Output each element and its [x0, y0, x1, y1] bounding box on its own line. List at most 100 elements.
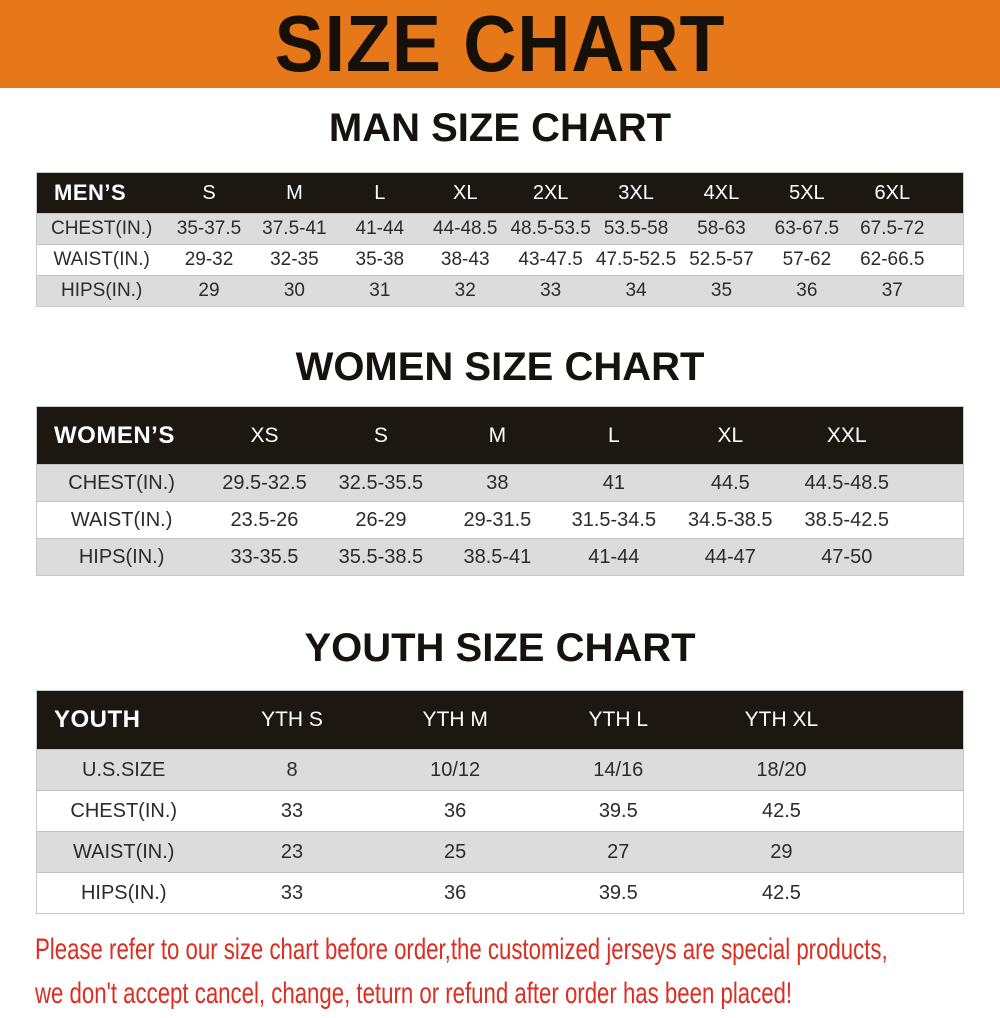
size-column-header: 5XL	[789, 181, 825, 204]
size-column-header: 3XL	[618, 181, 654, 204]
size-cell: 41-44	[355, 218, 405, 239]
size-cell: 29-32	[184, 249, 234, 270]
size-cell: 39.5	[598, 799, 638, 822]
size-column-header: M	[488, 423, 507, 447]
row-label: WAIST(IN.)	[70, 508, 173, 531]
table-row: CHEST(IN.) 33 36 39.5 42.5	[37, 790, 963, 831]
size-cell: 52.5-57	[689, 249, 754, 270]
row-label: WAIST(IN.)	[72, 840, 175, 863]
size-cell: 62-66.5	[860, 249, 925, 270]
size-cell: 14/16	[593, 758, 644, 781]
size-cell: 44-48.5	[433, 218, 498, 239]
size-cell: 33	[280, 799, 304, 822]
men-table-header-row: MEN’S S M L XL 2XL 3XL 4XL 5XL 6XL	[37, 173, 963, 213]
row-label: HIPS(IN.)	[61, 280, 143, 301]
size-cell: 42.5	[761, 881, 801, 904]
size-column-header: YTH XL	[744, 708, 819, 731]
size-cell: 42.5	[761, 799, 801, 822]
table-row: WAIST(IN.) 23.5-26 26-29 29-31.5 31.5-34…	[37, 501, 963, 538]
row-label: HIPS(IN.)	[78, 545, 165, 568]
size-cell: 58-63	[697, 218, 746, 239]
order-policy-note: Please refer to our size chart before or…	[35, 930, 1000, 1018]
size-cell: 67.5-72	[860, 218, 925, 239]
size-cell: 36	[796, 280, 818, 301]
size-cell: 32	[454, 280, 476, 301]
size-column-header: L	[374, 181, 386, 204]
size-cell: 34	[625, 280, 647, 301]
size-cell: 36	[444, 799, 467, 822]
size-cell: 53.5-58	[603, 218, 669, 239]
size-cell: 27	[607, 840, 630, 863]
size-cell: 35-37.5	[176, 218, 242, 239]
row-label: WAIST(IN.)	[53, 249, 150, 270]
size-cell: 35.5-38.5	[338, 545, 424, 568]
size-cell: 47-50	[821, 545, 873, 568]
size-cell: 37.5-41	[262, 218, 327, 239]
size-cell: 48.5-53.5	[510, 218, 591, 239]
women-section-title: WOMEN SIZE CHART	[295, 345, 705, 389]
size-cell: 31.5-34.5	[571, 508, 657, 531]
size-cell: 43-47.5	[518, 249, 583, 270]
size-column-header: YTH L	[588, 708, 649, 731]
size-cell: 38-43	[440, 249, 490, 270]
size-cell: 57-62	[782, 249, 832, 270]
size-column-header: XL	[453, 181, 478, 204]
size-cell: 36	[444, 881, 467, 904]
size-cell: 29-31.5	[463, 508, 532, 531]
size-cell: 35-38	[355, 249, 405, 270]
table-row: HIPS(IN.) 33 36 39.5 42.5	[37, 872, 963, 913]
size-cell: 41-44	[588, 545, 640, 568]
size-cell: 44-47	[704, 545, 756, 568]
size-cell: 38.5-42.5	[804, 508, 890, 531]
table-row: HIPS(IN.) 33-35.5 35.5-38.5 38.5-41 41-4…	[37, 538, 963, 575]
women-size-table: WOMEN’S XS S M L XL XXL CHEST(IN.) 29.5-…	[36, 406, 964, 576]
women-table-header-row: WOMEN’S XS S M L XL XXL	[37, 407, 963, 464]
youth-table-header-row: YOUTH YTH S YTH M YTH L YTH XL	[37, 691, 963, 749]
size-column-header: S	[202, 181, 216, 204]
size-cell: 33	[280, 881, 304, 904]
size-cell: 26-29	[355, 508, 407, 531]
size-cell: 34.5-38.5	[688, 508, 773, 531]
size-cell: 35	[710, 280, 733, 301]
row-label: HIPS(IN.)	[80, 881, 167, 904]
size-column-header: S	[373, 423, 388, 447]
size-cell: 29	[770, 840, 793, 863]
table-row: HIPS(IN.) 29 30 31 32 33 34 35 36 37	[37, 275, 963, 306]
women-table-corner-label: WOMEN’S	[54, 421, 175, 449]
row-label: U.S.SIZE	[82, 758, 166, 781]
size-column-header: XL	[717, 423, 744, 447]
policy-line-1: Please refer to our size chart before or…	[35, 933, 888, 966]
size-cell: 18/20	[756, 758, 807, 781]
size-cell: 23	[280, 840, 304, 863]
table-row: WAIST(IN.) 29-32 32-35 35-38 38-43 43-47…	[37, 244, 963, 275]
size-cell: 37	[881, 280, 903, 301]
size-cell: 41	[602, 471, 625, 494]
banner-title: SIZE CHART	[274, 0, 726, 88]
youth-table-corner-label: YOUTH	[54, 706, 141, 733]
size-cell: 38.5-41	[463, 545, 532, 568]
size-cell: 44.5	[710, 471, 750, 494]
size-cell: 47.5-52.5	[595, 249, 677, 270]
size-cell: 44.5-48.5	[804, 471, 890, 494]
youth-section-title: YOUTH SIZE CHART	[304, 626, 696, 670]
size-cell: 10/12	[430, 758, 481, 781]
size-column-header: M	[286, 181, 303, 204]
size-cell: 25	[444, 840, 467, 863]
table-row: CHEST(IN.) 35-37.5 37.5-41 41-44 44-48.5…	[37, 213, 963, 244]
size-column-header: 2XL	[532, 181, 569, 204]
size-column-header: XXL	[826, 423, 867, 447]
size-cell: 29	[198, 280, 220, 301]
row-label: CHEST(IN.)	[68, 471, 175, 494]
size-chart-banner: SIZE CHART	[0, 0, 1000, 88]
table-row: U.S.SIZE 8 10/12 14/16 18/20	[37, 749, 963, 790]
size-cell: 63-67.5	[774, 218, 840, 239]
size-cell: 38	[486, 471, 509, 494]
size-cell: 8	[286, 758, 298, 781]
policy-line-2: we don't accept cancel, change, teturn o…	[35, 977, 793, 1010]
size-column-header: 6XL	[874, 181, 911, 204]
size-cell: 29.5-32.5	[222, 471, 307, 494]
size-cell: 33-35.5	[230, 545, 299, 568]
row-label: CHEST(IN.)	[50, 218, 153, 239]
men-section-title: MAN SIZE CHART	[328, 106, 672, 150]
table-row: CHEST(IN.) 29.5-32.5 32.5-35.5 38 41 44.…	[37, 464, 963, 501]
